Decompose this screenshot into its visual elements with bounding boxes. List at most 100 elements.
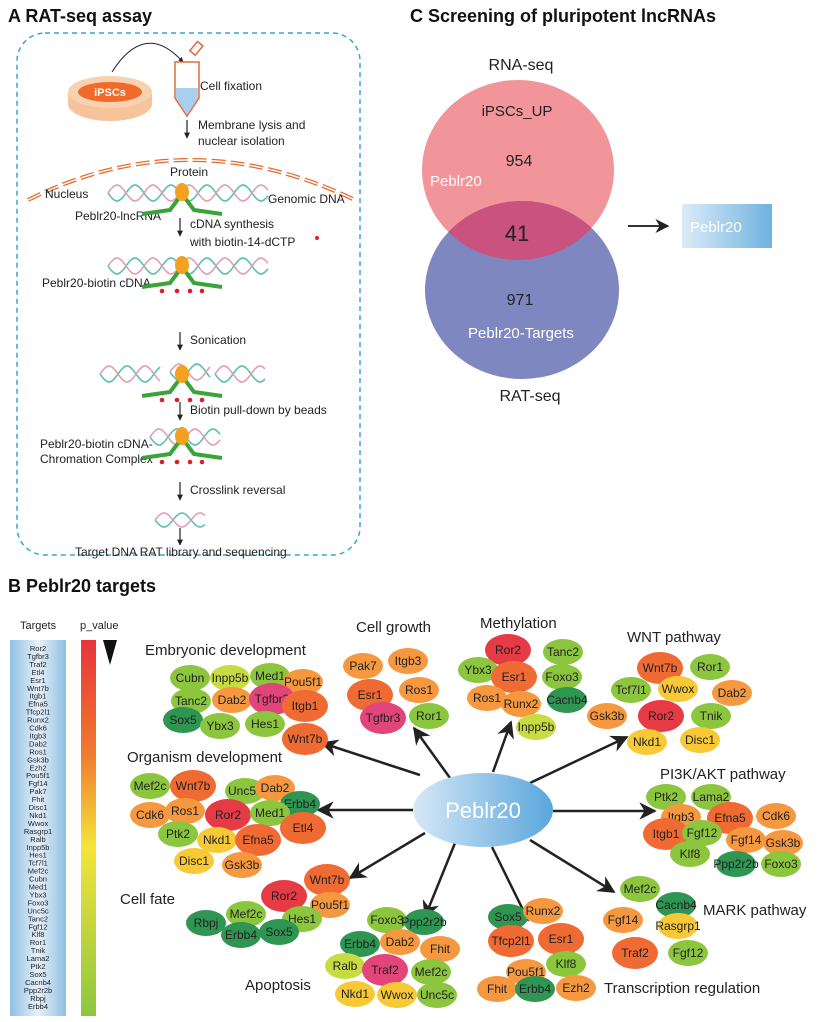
target-item: Itgb3 (30, 731, 47, 740)
gene-node (186, 910, 226, 936)
hub-node (413, 773, 553, 847)
sort-triangle-icon (103, 640, 117, 665)
protein-icon (175, 256, 189, 274)
dna-strand (214, 365, 266, 383)
gene-label: Pou5f1 (311, 898, 349, 912)
target-item: Traf2 (29, 660, 46, 669)
gene-label: Sox5 (265, 925, 293, 939)
tube-icon (174, 40, 204, 118)
target-item: Foxo3 (28, 898, 49, 907)
gene-label: Fgf12 (673, 946, 704, 960)
gene-node (399, 677, 439, 703)
step-cdna-2: with biotin-14-dCTP (189, 235, 295, 249)
gene-label: Ror2 (271, 889, 297, 903)
target-item: Erbb4 (28, 1002, 48, 1011)
gene-label: Runx2 (526, 904, 561, 918)
gene-node (163, 707, 203, 733)
gene-label: Pak7 (349, 659, 377, 673)
biotin-bead (187, 288, 193, 294)
cluster-label: Organism development (127, 749, 283, 766)
dna-strand (154, 512, 206, 528)
nucleus-label: Nucleus (45, 187, 88, 201)
gene-node (611, 677, 651, 703)
target-item: Sox5 (29, 970, 46, 979)
protein-icon (175, 365, 189, 383)
step-reversal: Crosslink reversal (190, 483, 285, 497)
target-item: Esr1 (30, 676, 45, 685)
target-item: Ror2 (30, 644, 46, 653)
target-item: Fhit (32, 795, 45, 804)
assay-dashed-frame (16, 32, 361, 556)
gene-label: Disc1 (179, 854, 209, 868)
gene-label: Gsk3b (590, 709, 625, 723)
gene-node (620, 876, 660, 902)
gene-label: Mef2c (624, 882, 657, 896)
gene-label: Cdk6 (762, 809, 790, 823)
gene-node (716, 851, 756, 877)
step-lysis-2: nuclear isolation (198, 134, 285, 148)
gene-node (261, 880, 307, 912)
target-item: Rasgrp1 (24, 827, 52, 836)
target-item: Cubn (29, 875, 47, 884)
gene-node (362, 954, 408, 986)
cluster-label: Embryonic development (145, 642, 307, 659)
gene-label: Fgf14 (608, 913, 639, 927)
gene-node (343, 653, 383, 679)
step-cdna-1: cDNA synthesis (190, 217, 274, 231)
dna-strand (107, 257, 269, 275)
target-item: Ybx3 (29, 890, 46, 899)
protein-icon (175, 183, 189, 201)
gene-label: Pou5f1 (284, 675, 322, 689)
target-item: Ros1 (29, 747, 47, 756)
biotin-bead (187, 397, 193, 403)
gene-node (763, 830, 803, 856)
cluster-methylation: Methylation Ror2 Tanc2 Ybx3 Esr1 Foxo3 Ros1 Run… (458, 615, 588, 740)
gene-node (656, 892, 696, 918)
gene-node (658, 913, 698, 939)
gene-node (225, 778, 265, 804)
gene-node (543, 639, 583, 665)
gene-label: Inpp5b (212, 671, 249, 685)
gene-node (712, 680, 752, 706)
cluster-embryonic-development: Embryonic development Cubn Inpp5b Med1Pou5f… (145, 642, 328, 755)
gene-node (360, 702, 406, 734)
dna-strand (99, 365, 161, 383)
gene-label: Disc1 (685, 733, 715, 747)
biotin-bead (199, 397, 205, 403)
gene-label: Rasgrp1 (655, 919, 701, 933)
gene-label: Cacnb4 (655, 898, 697, 912)
gene-node (197, 827, 237, 853)
gene-label: Tgfbr3 (255, 692, 290, 706)
gene-label: Erbb4 (225, 928, 257, 942)
gene-node (212, 687, 252, 713)
gene-label: Wnt7b (310, 873, 345, 887)
cluster-transcription-regulation: Transcription regulation Sox5 Runx2 Tfcp2l1… (477, 898, 760, 1002)
gene-node (380, 929, 420, 955)
gene-label: Cacnb4 (546, 693, 588, 707)
gene-node (523, 898, 563, 924)
gene-node (340, 931, 380, 957)
gene-label: Sox5 (494, 910, 522, 924)
gene-label: Foxo3 (370, 913, 404, 927)
gene-label: Ybx3 (464, 663, 492, 677)
gene-label: Gsk3b (225, 858, 260, 872)
biotin-cdna-label: Peblr20-biotin cDNA (42, 276, 151, 290)
gene-label: Ros1 (405, 683, 433, 697)
biotin-bead (174, 397, 180, 403)
cluster-mark-pathway: MARK pathway Mef2c Cacnb4 Fgf14 Rasgrp1 Traf2… (603, 876, 807, 969)
gene-node (130, 773, 170, 799)
target-item: Mef2c (28, 867, 49, 876)
target-item: Itgb1 (30, 692, 47, 701)
gene-label: Erbb4 (519, 982, 551, 996)
cluster-label: Apoptosis (245, 977, 311, 994)
gene-node (491, 661, 537, 693)
target-item: Cdk6 (29, 724, 47, 733)
cluster-wnt-pathway: WNT pathway Wnt7b Ror1 Tcf7l1 Wwox Dab2 Gsk3b R… (587, 629, 752, 755)
gene-node (170, 665, 210, 691)
result-box-label: Peblr20 (690, 219, 742, 236)
gene-label: Wwox (381, 988, 414, 1002)
gene-label: Gsk3b (766, 836, 801, 850)
rat-seq-label: RAT-seq (499, 388, 560, 405)
biotin-bead (159, 459, 165, 465)
gene-label: Klf8 (556, 957, 577, 971)
